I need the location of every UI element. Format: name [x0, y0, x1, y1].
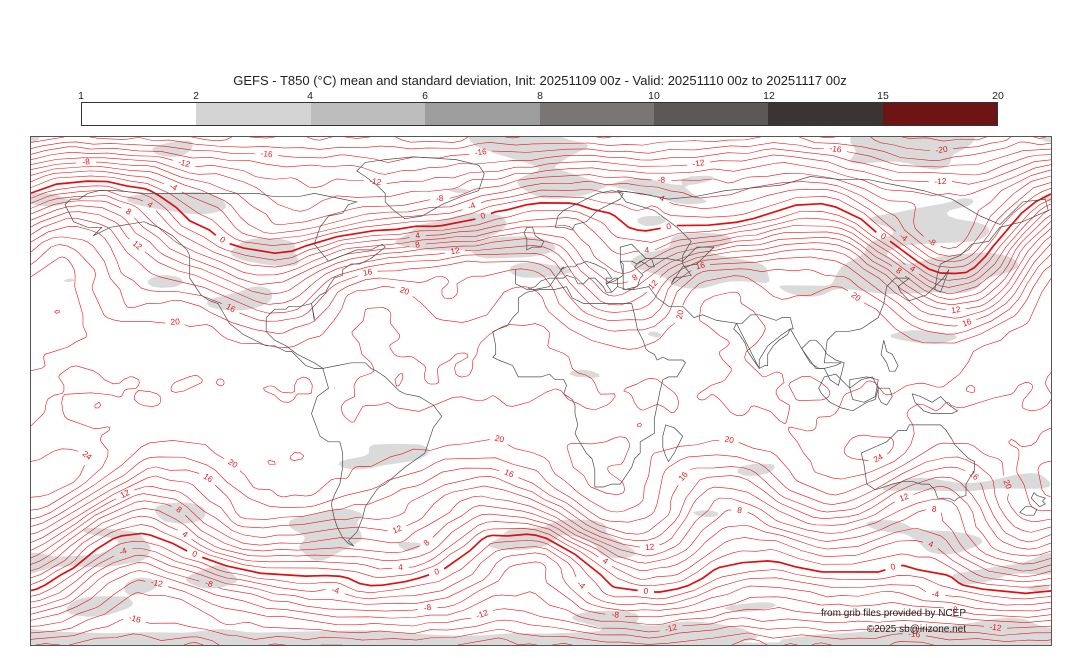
svg-text:-4: -4: [931, 589, 940, 600]
svg-text:-8: -8: [82, 156, 90, 167]
svg-text:-8: -8: [436, 193, 444, 204]
svg-text:-12: -12: [989, 621, 1003, 633]
svg-text:-12: -12: [369, 175, 383, 187]
svg-text:-8: -8: [658, 174, 666, 184]
svg-text:-12: -12: [934, 176, 947, 186]
svg-text:-8: -8: [611, 609, 620, 620]
svg-text:20: 20: [170, 316, 180, 327]
svg-text:-16: -16: [474, 146, 488, 158]
svg-text:-16: -16: [260, 148, 273, 159]
svg-text:-20: -20: [935, 144, 949, 156]
svg-text:12: 12: [450, 245, 461, 256]
svg-text:12: 12: [645, 541, 656, 552]
svg-text:-12: -12: [692, 157, 706, 169]
svg-text:-16: -16: [829, 143, 843, 155]
